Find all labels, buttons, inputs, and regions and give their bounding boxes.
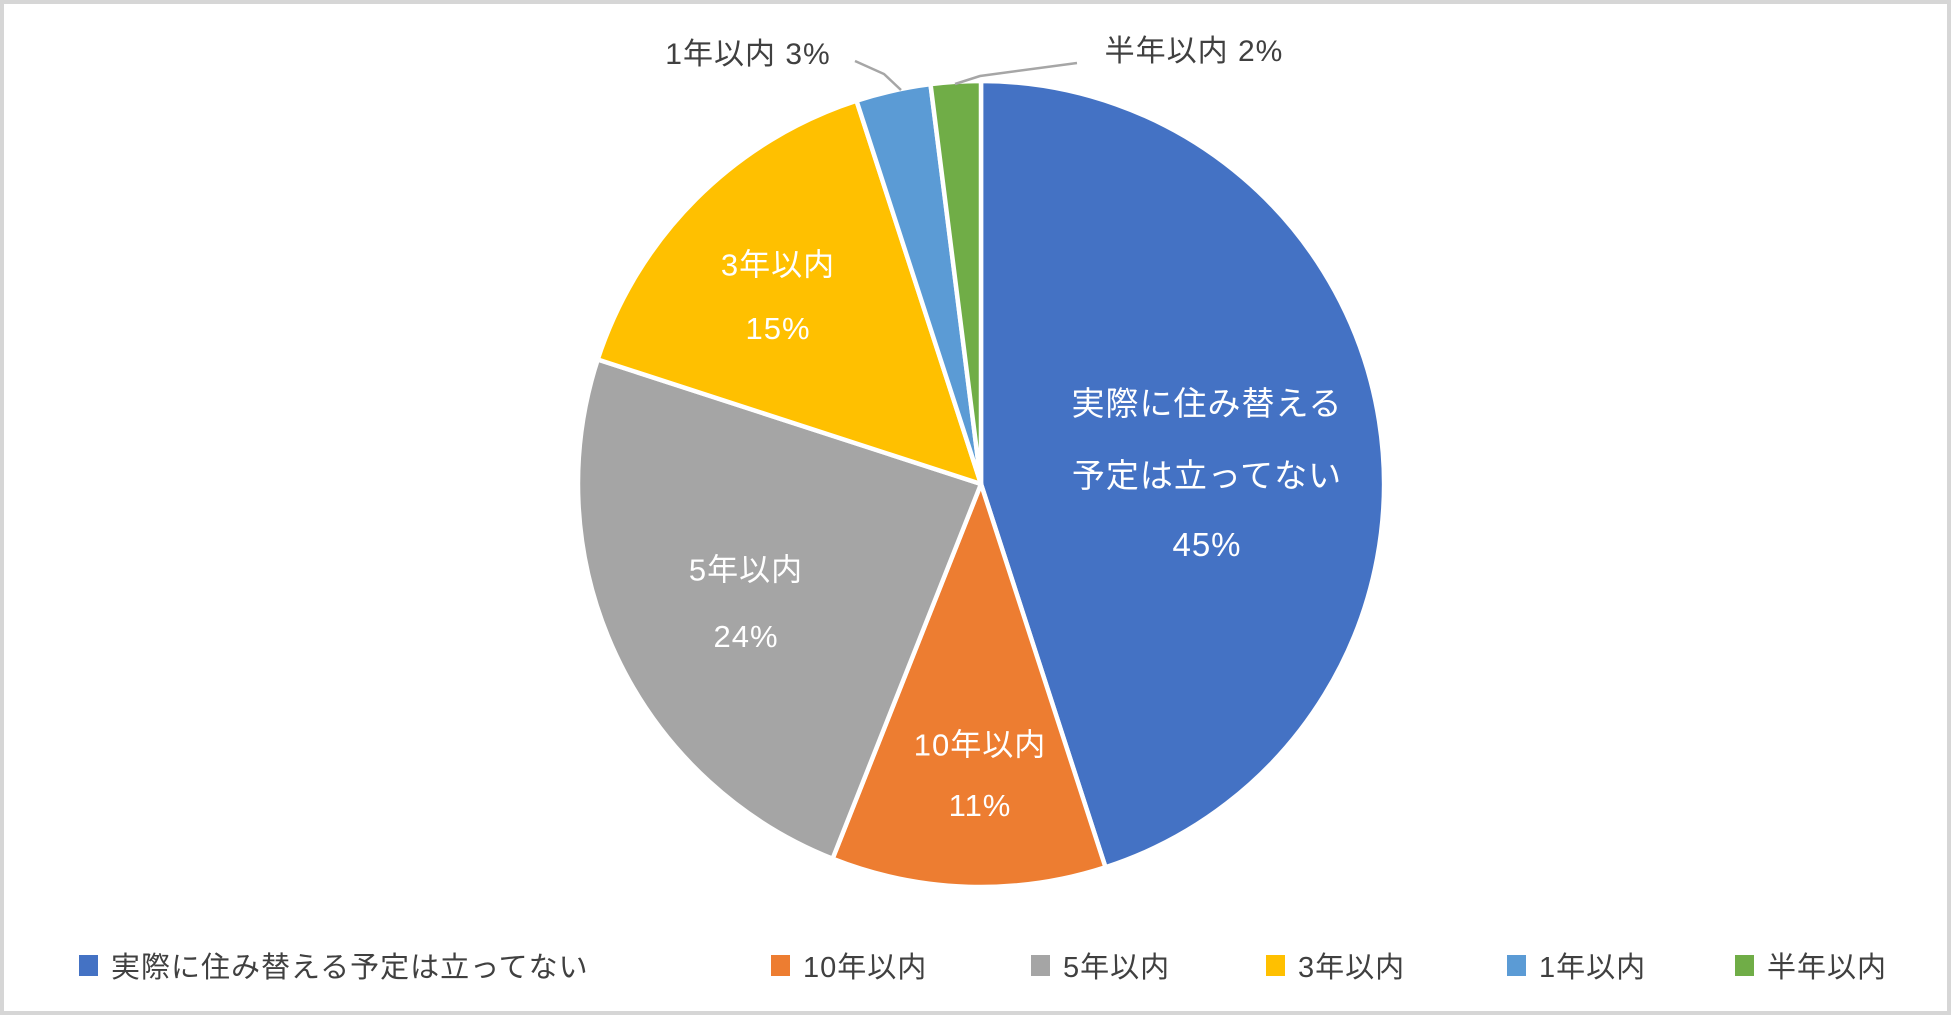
leader-line-1year <box>854 59 902 91</box>
legend-label-1year: 1年以内 <box>1539 952 1647 984</box>
legend-item-3years: 3年以内 <box>1266 944 1405 986</box>
pie-slice-5 <box>928 78 984 487</box>
legend-item-halfyear: 半年以内 <box>1735 944 1887 986</box>
callout-label-1year: 1年以内 3% <box>665 38 831 71</box>
legend-item-10years: 10年以内 <box>771 944 927 986</box>
legend-marker-10years-icon <box>771 954 790 976</box>
legend-item-1year: 1年以内 <box>1507 944 1646 986</box>
legend-label-no-plan: 実際に住み替える予定は立ってない <box>111 952 589 984</box>
legend-item-no-plan: 実際に住み替える予定は立ってない <box>79 944 589 986</box>
pie-slice-2 <box>575 357 984 861</box>
legend-marker-no-plan-icon <box>79 954 98 976</box>
pie-plot-area <box>575 59 1387 890</box>
legend-marker-halfyear-icon <box>1735 954 1754 976</box>
pie-slice-1 <box>830 481 1108 890</box>
leader-line-halfyear <box>954 61 1078 86</box>
legend-marker-1year-icon <box>1507 954 1526 976</box>
callout-label-halfyear: 半年以内 2% <box>1104 35 1284 68</box>
legend-marker-5years-icon <box>1031 954 1050 976</box>
pie-slice-0 <box>978 78 1387 870</box>
pie-slice-3 <box>595 98 984 487</box>
legend-label-3years: 3年以内 <box>1298 952 1406 984</box>
legend-label-halfyear: 半年以内 <box>1767 952 1888 984</box>
legend-item-5years: 5年以内 <box>1031 944 1170 986</box>
legend-label-10years: 10年以内 <box>803 952 928 984</box>
legend-label-5years: 5年以内 <box>1063 952 1171 984</box>
pie-slices <box>575 78 1387 890</box>
legend-marker-3years-icon <box>1266 954 1285 976</box>
